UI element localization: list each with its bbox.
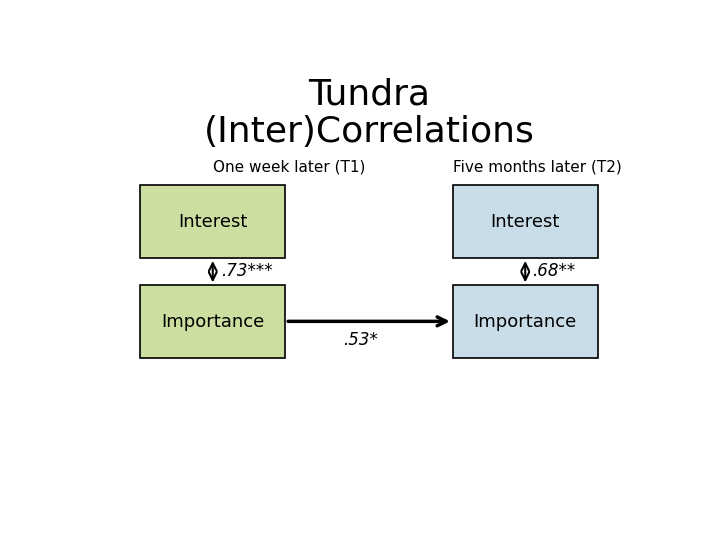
Bar: [453, 185, 598, 258]
Text: Tundra
(Inter)Correlations: Tundra (Inter)Correlations: [204, 77, 534, 150]
Text: Importance: Importance: [161, 313, 264, 330]
Bar: [453, 285, 598, 358]
Text: Importance: Importance: [474, 313, 577, 330]
Text: .73***: .73***: [221, 262, 273, 280]
Text: One week later (T1): One week later (T1): [213, 159, 365, 174]
Text: Interest: Interest: [490, 213, 560, 231]
Text: Interest: Interest: [178, 213, 248, 231]
Text: .53*: .53*: [343, 331, 378, 349]
Bar: [140, 185, 285, 258]
Text: .68**: .68**: [533, 262, 576, 280]
Bar: [140, 285, 285, 358]
Text: Five months later (T2): Five months later (T2): [453, 159, 621, 174]
